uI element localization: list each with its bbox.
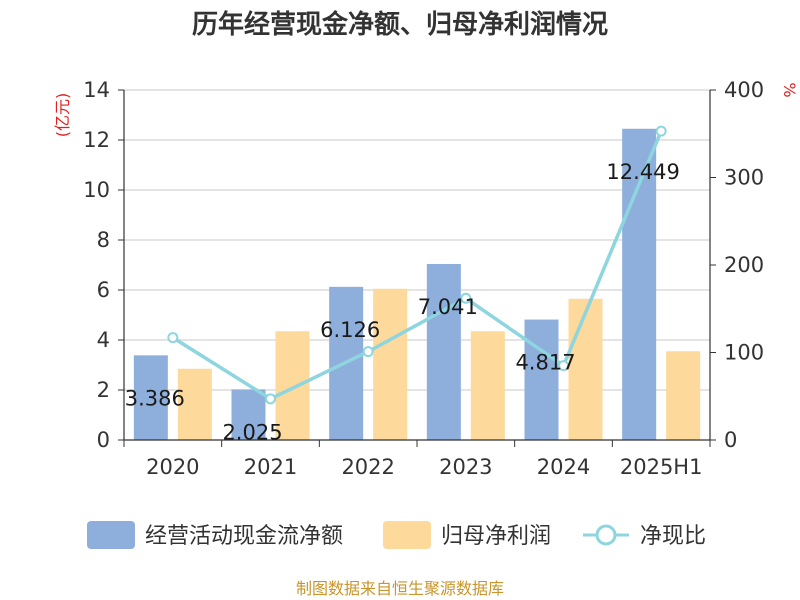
ratio-point — [265, 393, 276, 405]
ratio-point — [655, 125, 667, 137]
y-left-tick-label: 14 — [83, 78, 110, 102]
y-left-tick-label: 8 — [97, 228, 110, 252]
ratio-point — [460, 292, 472, 304]
x-tick-label: 2024 — [537, 455, 590, 479]
cashflow-data-label: 6.126 — [320, 318, 380, 342]
x-tick-label: 2023 — [439, 455, 492, 479]
y-right-tick-label: 100 — [724, 341, 764, 365]
x-tick-label: 2025H1 — [620, 455, 703, 479]
y-right-unit: % — [780, 82, 799, 97]
cashflow-data-label: 12.449 — [606, 160, 679, 184]
legend-label-ratio: 净现比 — [640, 524, 706, 549]
x-tick-label: 2021 — [244, 455, 297, 479]
y-right-tick-label: 0 — [724, 428, 737, 452]
bar-netprofit — [666, 351, 701, 440]
grid-lines — [124, 89, 710, 391]
bar-layer — [133, 128, 701, 440]
bar-cashflow — [524, 319, 559, 440]
legend-swatch-netprofit — [383, 521, 431, 549]
bar-cashflow — [231, 389, 266, 440]
bar-cashflow — [133, 355, 168, 440]
y-right-tick-label: 400 — [724, 78, 764, 102]
bar-cashflow — [426, 263, 461, 440]
ratio-point — [558, 360, 569, 372]
y-left-unit: (亿元) — [53, 93, 72, 138]
ratio-point — [362, 346, 374, 358]
legend-label-cashflow: 经营活动现金流净额 — [145, 524, 343, 549]
y-left-tick-label: 4 — [97, 328, 110, 352]
cashflow-data-label: 7.041 — [418, 295, 478, 319]
axis-layer: 0 2 4 6 8 10 12 14 0 100 200 300 400 2020 2021 2022 2023… — [83, 78, 764, 479]
cashflow-data-label: 3.386 — [125, 386, 185, 410]
y-right-tick-label: 200 — [724, 253, 764, 277]
line-layer — [167, 125, 667, 405]
bar-netprofit — [568, 298, 603, 440]
data-source: 制图数据来自恒生聚源数据库 — [296, 579, 504, 598]
bar-netprofit — [177, 368, 212, 440]
ratio-point — [167, 332, 179, 344]
bar-netprofit — [275, 331, 310, 440]
legend: 经营活动现金流净额 归母净利润 净现比 — [87, 521, 706, 549]
chart-title: 历年经营现金净额、归母净利润情况 — [192, 9, 608, 40]
data-label-layer: 3.386 2.025 6.126 7.041 4.817 12.449 — [125, 160, 680, 445]
y-left-tick-label: 6 — [97, 278, 110, 302]
x-tick-label: 2022 — [341, 455, 394, 479]
x-tick-label: 2020 — [146, 455, 199, 479]
legend-label-netprofit: 归母净利润 — [441, 524, 551, 549]
bar-netprofit — [373, 288, 408, 440]
legend-swatch-cashflow — [87, 521, 135, 549]
legend-marker-ratio — [595, 524, 617, 546]
y-left-tick-label: 10 — [83, 178, 110, 202]
ratio-line — [171, 130, 663, 401]
bar-netprofit — [470, 331, 505, 440]
y-left-tick-label: 0 — [97, 428, 110, 452]
cashflow-data-label: 2.025 — [222, 420, 282, 444]
y-left-tick-label: 12 — [83, 128, 110, 152]
y-right-tick-label: 300 — [724, 166, 764, 190]
y-left-tick-label: 2 — [97, 378, 110, 402]
cashflow-data-label: 4.817 — [515, 351, 575, 375]
